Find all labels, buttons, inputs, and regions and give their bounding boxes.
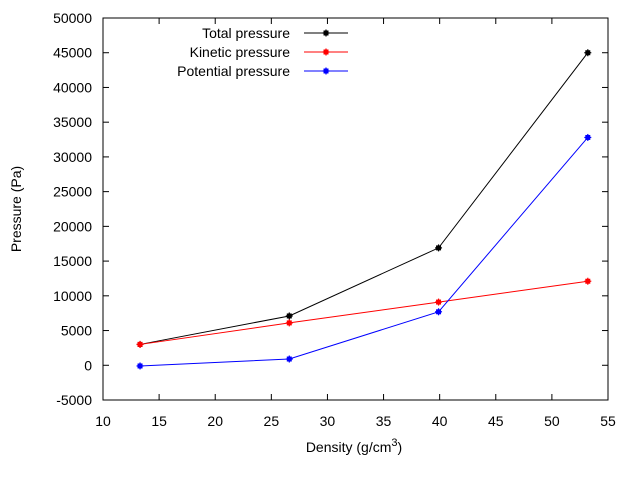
x-tick-label: 10 bbox=[95, 413, 111, 429]
y-tick-label: 25000 bbox=[53, 184, 92, 200]
x-tick-label: 25 bbox=[264, 413, 280, 429]
x-tick-label: 20 bbox=[207, 413, 223, 429]
y-tick-label: 0 bbox=[84, 357, 92, 373]
plot-frame bbox=[102, 17, 609, 401]
y-tick-label: 45000 bbox=[53, 45, 92, 61]
x-tick-label: 50 bbox=[544, 413, 560, 429]
data-point bbox=[435, 244, 443, 252]
x-tick-label: 15 bbox=[151, 413, 167, 429]
data-point bbox=[136, 362, 144, 370]
data-point bbox=[435, 308, 443, 316]
data-point bbox=[584, 277, 592, 285]
data-point bbox=[584, 49, 592, 57]
y-tick-label: 30000 bbox=[53, 149, 92, 165]
y-tick-label: -5000 bbox=[56, 392, 92, 408]
x-tick-label: 30 bbox=[320, 413, 336, 429]
series-line-2 bbox=[140, 137, 589, 367]
y-tick-label: 50000 bbox=[53, 10, 92, 26]
series-line-0 bbox=[139, 52, 589, 345]
x-axis-title-main: Density (g/cm bbox=[306, 439, 392, 455]
data-point bbox=[136, 340, 144, 348]
y-tick-label: 15000 bbox=[53, 253, 92, 269]
x-tick-label: 55 bbox=[600, 413, 616, 429]
legend-label: Potential pressure bbox=[177, 63, 290, 79]
x-axis-title-superscript: 3 bbox=[391, 437, 397, 449]
x-axis-title-suffix: ) bbox=[398, 439, 403, 455]
x-tick-label: 40 bbox=[432, 413, 448, 429]
y-tick-label: 10000 bbox=[53, 288, 92, 304]
legend-marker bbox=[322, 48, 330, 56]
y-tick-label: 35000 bbox=[53, 114, 92, 130]
legend-label: Total pressure bbox=[202, 25, 290, 41]
legend: Total pressure Kinetic pressure Potential … bbox=[177, 25, 348, 79]
x-axis-title: Density (g/cm3) bbox=[306, 437, 402, 455]
data-point bbox=[285, 312, 293, 320]
data-point bbox=[584, 133, 592, 141]
x-tick-label: 45 bbox=[488, 413, 504, 429]
y-tick-label: 5000 bbox=[61, 323, 92, 339]
legend-marker bbox=[322, 29, 330, 37]
series-layer bbox=[136, 49, 592, 370]
data-point bbox=[285, 355, 293, 363]
axis-ticks bbox=[102, 17, 609, 401]
legend-marker bbox=[322, 67, 330, 75]
y-axis-title: Pressure (Pa) bbox=[8, 166, 24, 252]
series-line-1 bbox=[139, 280, 588, 345]
x-tick-label: 35 bbox=[376, 413, 392, 429]
y-tick-label: 40000 bbox=[53, 79, 92, 95]
tick-labels: 10 15 20 25 30 35 40 45 50 55 -5000 0 5000 10000 15000… bbox=[53, 10, 616, 429]
data-point bbox=[435, 298, 443, 306]
legend-label: Kinetic pressure bbox=[190, 44, 291, 60]
y-tick-label: 20000 bbox=[53, 218, 92, 234]
data-point bbox=[285, 319, 293, 327]
